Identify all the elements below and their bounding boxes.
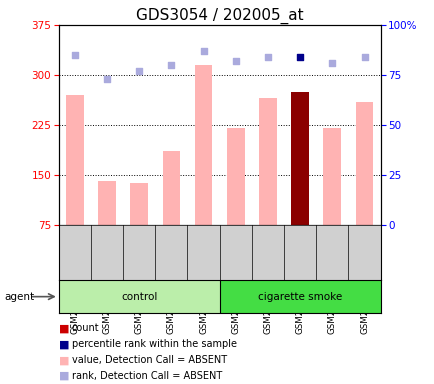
Bar [194,65,212,225]
Point [264,54,271,60]
Text: value, Detection Call = ABSENT: value, Detection Call = ABSENT [72,355,227,365]
Point [168,62,174,68]
Text: agent: agent [4,291,34,302]
Bar [291,91,308,225]
Bar [98,181,115,225]
Text: percentile rank within the sample: percentile rank within the sample [72,339,236,349]
Point [103,76,110,82]
Bar [355,101,372,225]
Bar [323,128,340,225]
Text: ■: ■ [59,323,69,333]
Bar [59,280,219,313]
Point [135,68,142,74]
Bar [219,280,380,313]
Point [360,54,367,60]
Point [232,58,239,64]
Text: cigarette smoke: cigarette smoke [257,291,342,302]
Text: control: control [121,291,157,302]
Text: ■: ■ [59,339,69,349]
Point [328,60,335,66]
Point [296,54,303,60]
Text: ■: ■ [59,355,69,365]
Text: rank, Detection Call = ABSENT: rank, Detection Call = ABSENT [72,371,221,381]
Bar [162,151,180,225]
Point [200,48,207,54]
Point [71,52,78,58]
Bar [259,98,276,225]
Title: GDS3054 / 202005_at: GDS3054 / 202005_at [135,7,303,23]
Text: count: count [72,323,99,333]
Bar [66,95,83,225]
Bar [130,183,148,225]
Text: ■: ■ [59,371,69,381]
Bar [227,128,244,225]
